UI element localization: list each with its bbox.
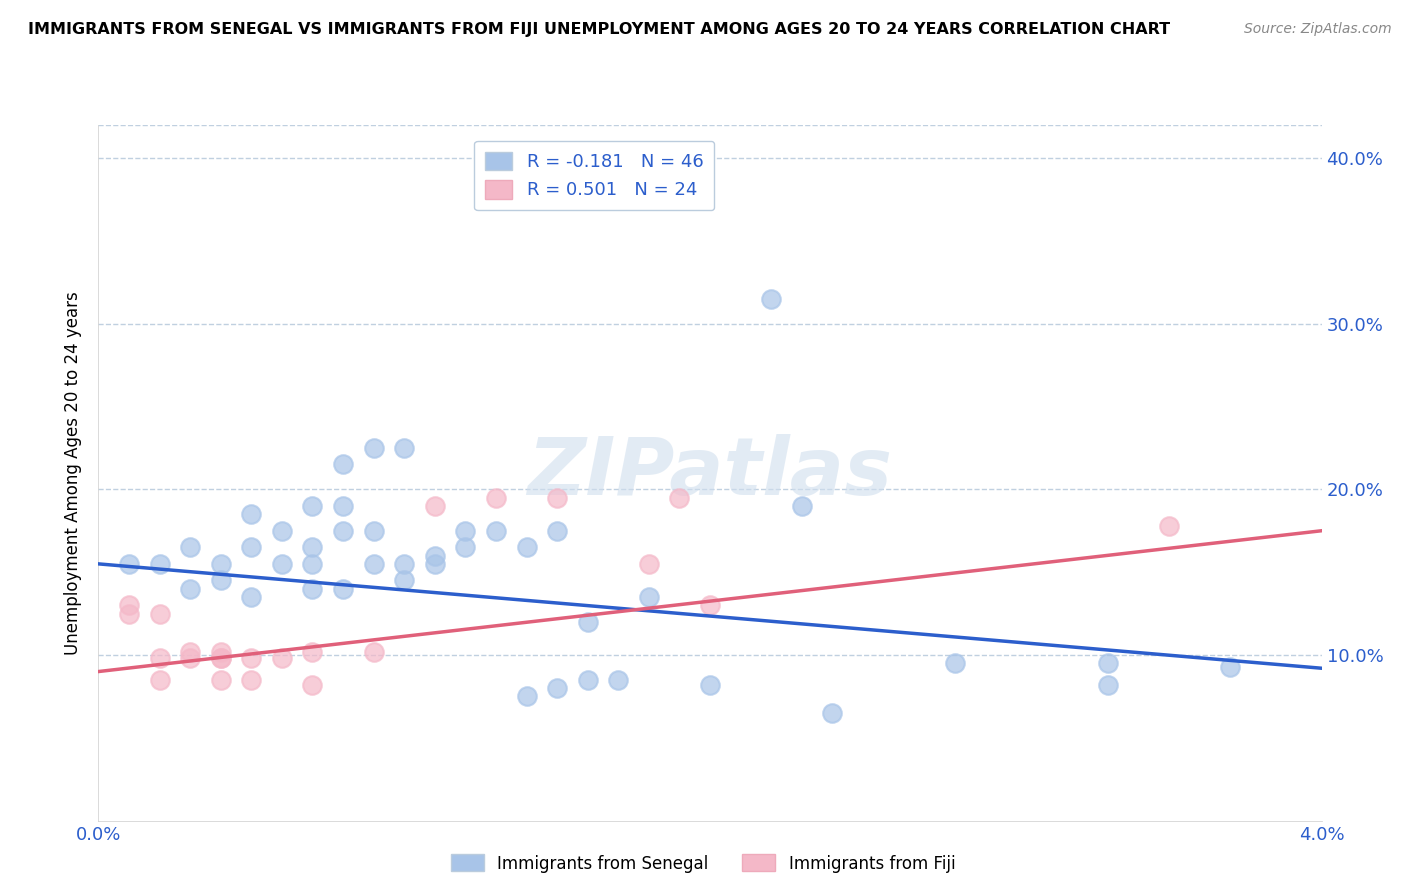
Point — [209, 651, 232, 665]
Point — [699, 678, 721, 692]
Point — [149, 651, 172, 665]
Point — [240, 590, 263, 604]
Point — [301, 645, 323, 659]
Point — [209, 645, 232, 659]
Point — [179, 582, 201, 596]
Point — [392, 574, 416, 588]
Point — [546, 491, 568, 505]
Point — [363, 557, 385, 571]
Point — [576, 673, 599, 687]
Point — [332, 499, 354, 513]
Point — [576, 615, 599, 629]
Point — [209, 557, 232, 571]
Point — [363, 524, 385, 538]
Point — [301, 541, 323, 555]
Point — [270, 557, 294, 571]
Point — [821, 706, 844, 720]
Point — [1097, 657, 1119, 671]
Point — [637, 557, 661, 571]
Point — [240, 541, 263, 555]
Point — [363, 645, 385, 659]
Point — [332, 524, 354, 538]
Point — [423, 557, 446, 571]
Point — [759, 292, 782, 306]
Point — [668, 491, 690, 505]
Point — [179, 541, 201, 555]
Point — [637, 590, 661, 604]
Point — [240, 507, 263, 521]
Point — [790, 499, 813, 513]
Point — [485, 491, 508, 505]
Text: Source: ZipAtlas.com: Source: ZipAtlas.com — [1244, 22, 1392, 37]
Point — [118, 607, 141, 621]
Text: ZIPatlas: ZIPatlas — [527, 434, 893, 512]
Point — [392, 557, 416, 571]
Point — [516, 690, 538, 704]
Point — [423, 499, 446, 513]
Point — [149, 557, 172, 571]
Point — [209, 574, 232, 588]
Point — [454, 524, 477, 538]
Point — [149, 607, 172, 621]
Point — [209, 651, 232, 665]
Point — [1157, 518, 1180, 533]
Text: IMMIGRANTS FROM SENEGAL VS IMMIGRANTS FROM FIJI UNEMPLOYMENT AMONG AGES 20 TO 24: IMMIGRANTS FROM SENEGAL VS IMMIGRANTS FR… — [28, 22, 1170, 37]
Point — [485, 524, 508, 538]
Point — [270, 524, 294, 538]
Legend: R = -0.181   N = 46, R = 0.501   N = 24: R = -0.181 N = 46, R = 0.501 N = 24 — [474, 141, 714, 211]
Point — [179, 645, 201, 659]
Point — [301, 582, 323, 596]
Point — [332, 458, 354, 472]
Point — [1097, 678, 1119, 692]
Point — [607, 673, 630, 687]
Point — [301, 557, 323, 571]
Point — [149, 673, 172, 687]
Point — [546, 524, 568, 538]
Point — [699, 599, 721, 613]
Legend: Immigrants from Senegal, Immigrants from Fiji: Immigrants from Senegal, Immigrants from… — [444, 847, 962, 880]
Point — [240, 651, 263, 665]
Point — [209, 673, 232, 687]
Point — [363, 441, 385, 455]
Point — [1219, 659, 1241, 673]
Y-axis label: Unemployment Among Ages 20 to 24 years: Unemployment Among Ages 20 to 24 years — [65, 291, 83, 655]
Point — [943, 657, 966, 671]
Point — [179, 651, 201, 665]
Point — [301, 678, 323, 692]
Point — [118, 557, 141, 571]
Point — [392, 441, 416, 455]
Point — [240, 673, 263, 687]
Point — [270, 651, 294, 665]
Point — [546, 681, 568, 695]
Point — [454, 541, 477, 555]
Point — [118, 599, 141, 613]
Point — [332, 582, 354, 596]
Point — [516, 541, 538, 555]
Point — [423, 549, 446, 563]
Point — [301, 499, 323, 513]
